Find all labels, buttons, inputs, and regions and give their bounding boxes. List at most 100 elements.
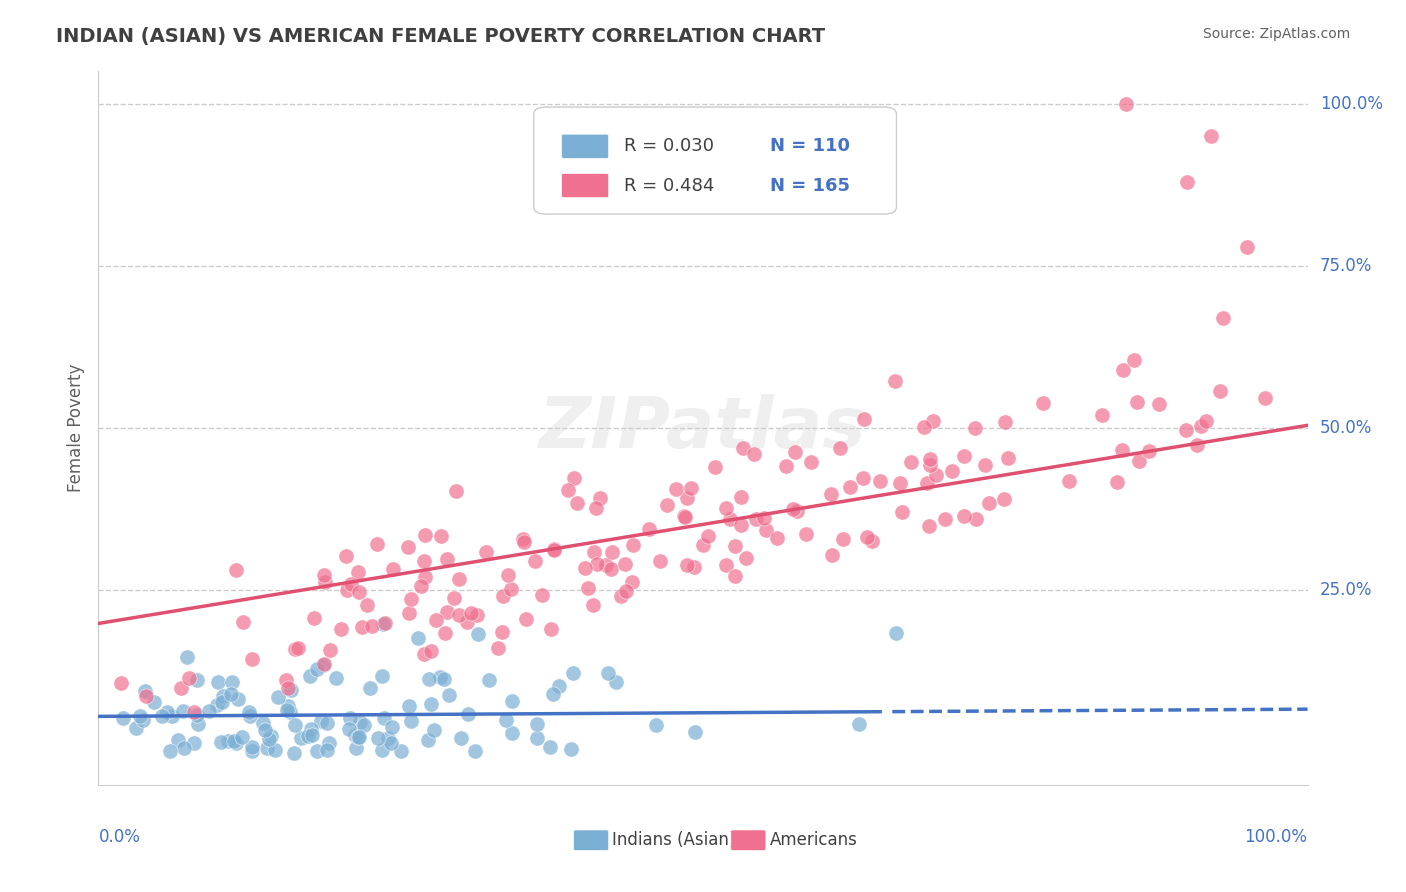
Point <box>1208 384 1230 399</box>
Point <box>565 495 588 509</box>
Point <box>209 734 232 748</box>
Point <box>347 730 370 744</box>
Point <box>486 640 509 655</box>
Point <box>839 480 862 494</box>
Point <box>595 558 617 572</box>
Point <box>963 421 986 435</box>
Point <box>339 711 361 725</box>
Point <box>582 544 605 558</box>
Point <box>429 529 451 543</box>
Point <box>718 512 741 526</box>
Point <box>821 548 844 562</box>
Point <box>1236 239 1258 253</box>
Point <box>156 705 179 719</box>
Point <box>301 728 323 742</box>
Point <box>344 729 367 743</box>
Point <box>381 720 404 734</box>
Point <box>1128 454 1150 468</box>
Point <box>1105 475 1128 490</box>
Point <box>316 716 339 731</box>
Point <box>396 541 419 555</box>
Point <box>526 717 548 731</box>
Point <box>614 583 637 598</box>
Point <box>501 582 523 597</box>
Point <box>433 672 456 686</box>
Point <box>766 532 789 546</box>
Point <box>283 746 305 760</box>
Point <box>800 455 823 469</box>
Point <box>855 530 877 544</box>
Point <box>1112 363 1135 377</box>
Point <box>280 683 302 698</box>
Point <box>419 643 441 657</box>
Point <box>501 726 523 740</box>
Point <box>1090 408 1112 422</box>
Point <box>278 706 301 720</box>
Text: 25.0%: 25.0% <box>1320 582 1372 599</box>
Point <box>714 558 737 573</box>
Point <box>1199 129 1222 144</box>
Point <box>412 554 434 568</box>
Point <box>225 736 247 750</box>
Point <box>524 554 547 568</box>
Point <box>491 624 513 639</box>
Point <box>1059 474 1081 488</box>
Point <box>515 612 537 626</box>
Point <box>312 567 335 582</box>
Point <box>512 533 534 547</box>
Point <box>883 374 905 388</box>
Point <box>110 676 132 690</box>
Point <box>447 572 470 586</box>
Point <box>852 411 875 425</box>
Point <box>1137 443 1160 458</box>
Point <box>820 487 842 501</box>
Point <box>183 736 205 750</box>
Text: 0.0%: 0.0% <box>98 828 141 846</box>
Point <box>464 744 486 758</box>
FancyBboxPatch shape <box>731 830 766 851</box>
Point <box>367 731 389 745</box>
Point <box>240 744 263 758</box>
Point <box>222 734 245 748</box>
Point <box>335 549 357 563</box>
Point <box>1111 443 1133 458</box>
Point <box>330 623 353 637</box>
Point <box>276 703 298 717</box>
Point <box>231 730 253 744</box>
Point <box>437 688 460 702</box>
Point <box>934 512 956 526</box>
Text: R = 0.030: R = 0.030 <box>624 137 714 155</box>
Point <box>198 704 221 718</box>
Point <box>170 681 193 695</box>
Point <box>450 731 472 745</box>
Point <box>547 679 569 693</box>
Point <box>259 731 281 746</box>
Point <box>724 539 747 553</box>
Point <box>347 730 370 744</box>
Point <box>869 474 891 488</box>
Point <box>160 708 183 723</box>
Point <box>560 742 582 756</box>
Point <box>673 509 696 524</box>
Point <box>423 723 446 738</box>
Point <box>1175 175 1198 189</box>
Point <box>744 512 766 526</box>
Point <box>588 491 610 506</box>
Point <box>232 615 254 630</box>
Text: 100.0%: 100.0% <box>1244 828 1308 846</box>
Point <box>1126 395 1149 409</box>
Point <box>173 740 195 755</box>
Point <box>994 415 1017 429</box>
Point <box>1212 310 1234 325</box>
Point <box>373 617 395 632</box>
Point <box>526 731 548 746</box>
Point <box>349 714 371 729</box>
Point <box>538 740 561 755</box>
Point <box>425 613 447 627</box>
Point <box>347 565 370 579</box>
Point <box>716 501 738 516</box>
Point <box>436 605 458 619</box>
Point <box>186 708 208 723</box>
Point <box>925 468 948 483</box>
Point <box>382 562 405 576</box>
